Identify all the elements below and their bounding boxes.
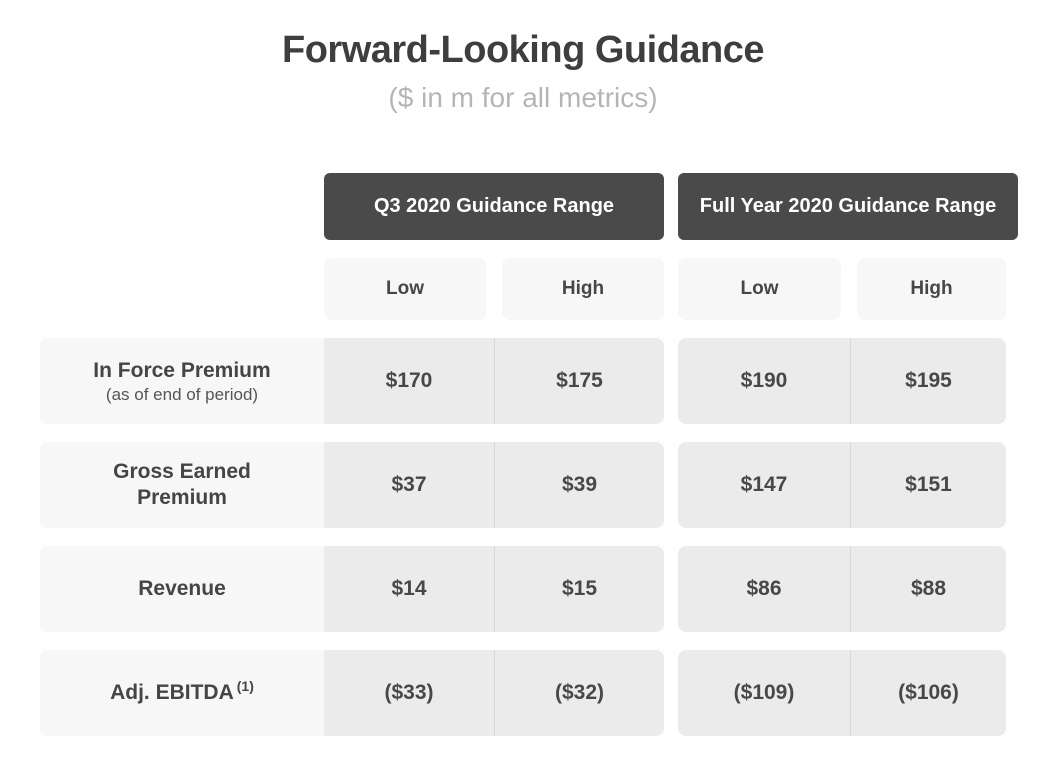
row-label-cell: In Force Premium (as of end of period) [40,338,324,424]
value-cell-q3-low: $37 [324,442,494,528]
value-cell-q3-low: $14 [324,546,494,632]
value-cell-q3-low: $170 [324,338,494,424]
value-cell-fy-low: ($109) [678,650,850,736]
subheader-spacer [40,258,324,320]
header-spacer [40,173,324,240]
value-cell-q3-high: $39 [494,442,664,528]
row-label-cell: Adj. EBITDA (1) [40,650,324,736]
value-cell-fy-low: $86 [678,546,850,632]
value-cell-fy-low: $147 [678,442,850,528]
column-group-header-q3: Q3 2020 Guidance Range [324,173,664,240]
row-label-text: Adj. EBITDA [110,680,234,704]
table-row-in-force-premium: In Force Premium (as of end of period) $… [40,338,1018,424]
row-label: Gross Earned Premium [113,460,251,509]
row-sublabel: (as of end of period) [105,384,259,404]
table-row-adj-ebitda: Adj. EBITDA (1) ($33) ($32) ($109) ($106) [40,650,1018,736]
value-cell-fy-high: ($106) [850,650,1006,736]
row-label: Revenue [138,577,226,600]
column-group-header-row: Q3 2020 Guidance Range Full Year 2020 Gu… [40,173,1018,240]
full-year-value-block: $190 $195 [678,338,1006,424]
value-cell-q3-high: $15 [494,546,664,632]
subheader-fy-low: Low [678,258,841,320]
page-subtitle: ($ in m for all metrics) [388,82,658,113]
subheader-row: Low High Low High [40,258,1018,320]
row-label-cell: Gross Earned Premium [40,442,324,528]
table-row-gross-earned-premium: Gross Earned Premium $37 $39 $147 $151 [40,442,1018,528]
subheader-fy-high: High [857,258,1006,320]
full-year-value-block: ($109) ($106) [678,650,1006,736]
row-label: In Force Premium [93,358,271,382]
footnote-superscript: (1) [236,677,254,694]
row-label: Adj. EBITDA (1) [110,677,254,707]
subheader-q3-high: High [502,258,664,320]
value-cell-fy-low: $190 [678,338,850,424]
value-cell-q3-high: ($32) [494,650,664,736]
table-row-revenue: Revenue $14 $15 $86 $88 [40,546,1018,632]
page-title: Forward-Looking Guidance [281,29,765,71]
full-year-value-block: $86 $88 [678,546,1006,632]
value-cell-fy-high: $88 [850,546,1006,632]
value-cell-fy-high: $195 [850,338,1006,424]
subheader-q3-low: Low [324,258,486,320]
value-cell-q3-low: ($33) [324,650,494,736]
title-block: Forward-Looking Guidance ($ in m for all… [0,0,1046,116]
column-group-header-full-year: Full Year 2020 Guidance Range [678,173,1018,240]
full-year-value-block: $147 $151 [678,442,1006,528]
guidance-table: Q3 2020 Guidance Range Full Year 2020 Gu… [40,173,1018,736]
value-cell-fy-high: $151 [850,442,1006,528]
value-cell-q3-high: $175 [494,338,664,424]
row-label-cell: Revenue [40,546,324,632]
